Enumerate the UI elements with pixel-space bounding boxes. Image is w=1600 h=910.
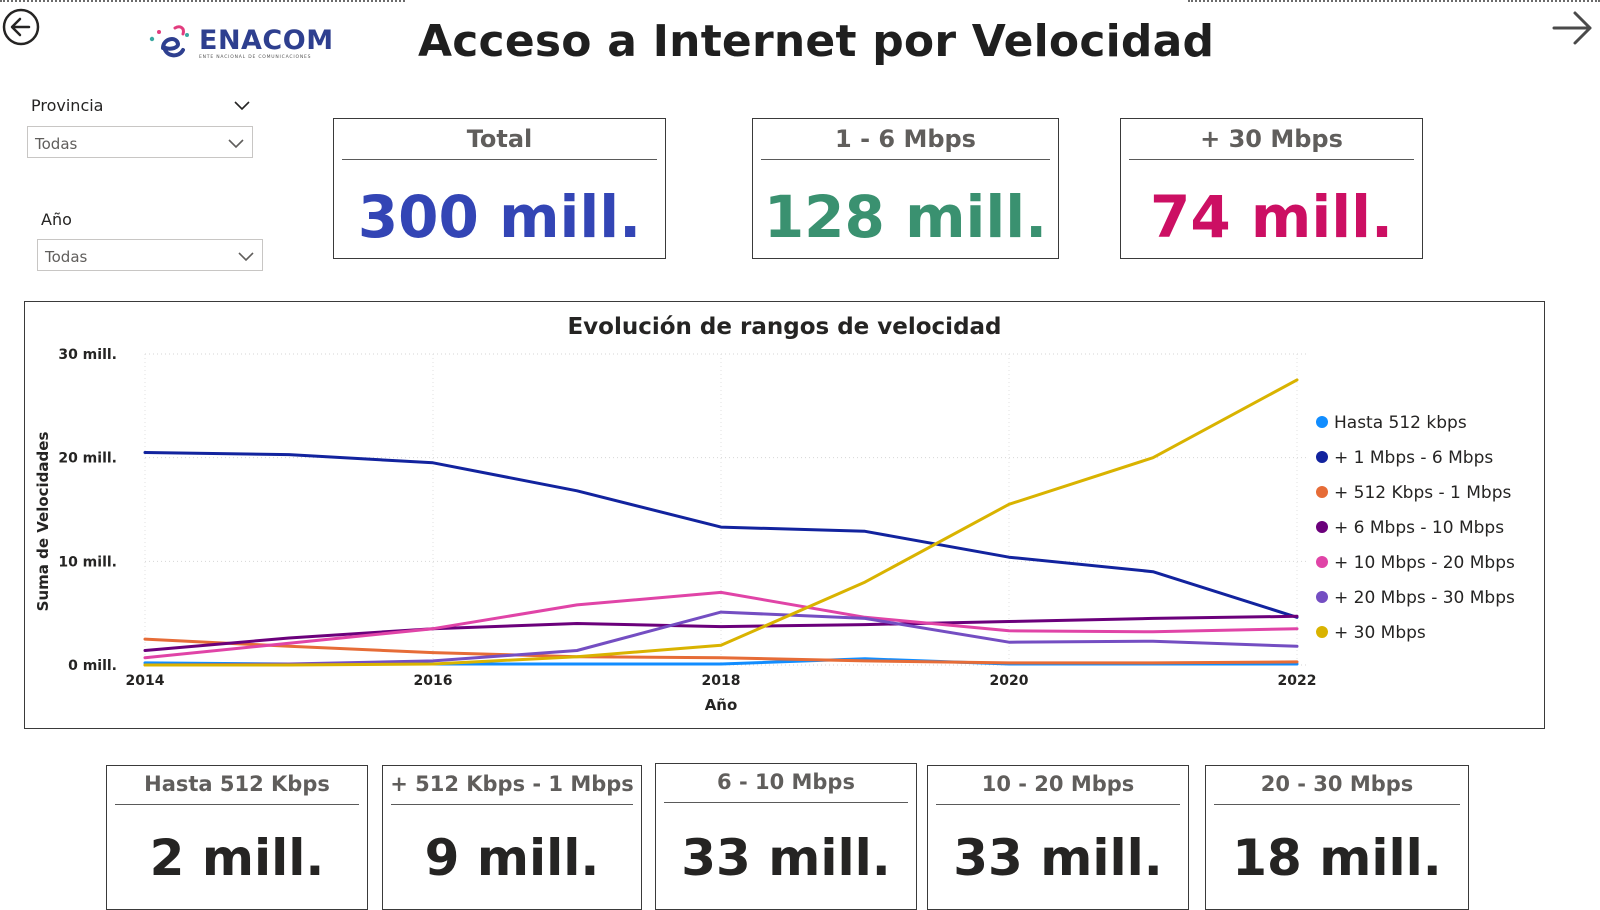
y-tick-label: 20 mill. <box>58 451 117 467</box>
enacom-logo: ENACOM ENTE NACIONAL DE COMUNICACIONES <box>147 22 333 66</box>
x-tick-label: 2018 <box>702 673 741 689</box>
top-frame-line-right <box>1188 0 1600 2</box>
provincia-value: Todas <box>35 135 78 153</box>
legend-label: Hasta 512 kbps <box>1334 413 1467 433</box>
provincia-dropdown[interactable]: Todas <box>27 126 253 158</box>
bottom-card-label: + 512 Kbps - 1 Mbps <box>390 772 634 796</box>
logo-text: ENACOM <box>199 25 334 56</box>
y-axis-title: Suma de Velocidades <box>34 432 52 612</box>
legend-marker <box>1316 521 1328 533</box>
series-line <box>143 614 1299 652</box>
card-divider <box>664 802 908 803</box>
bottom-card-label: 6 - 10 Mbps <box>717 770 855 794</box>
kpi-card-label: + 30 Mbps <box>1200 125 1343 153</box>
series-line <box>143 378 1299 667</box>
kpi-card-total[interactable]: Total 300 mill. <box>333 118 666 259</box>
y-tick-label: 0 mill. <box>68 658 117 674</box>
kpi-card-value: 300 mill. <box>357 183 642 251</box>
anio-value: Todas <box>45 248 88 266</box>
bottom-card-value: 33 mill. <box>681 829 891 887</box>
anio-slicer: Año Todas <box>36 202 264 278</box>
legend-label: + 30 Mbps <box>1334 623 1426 643</box>
page-title: Acceso a Internet por Velocidad <box>418 16 1215 67</box>
x-tick-label: 2020 <box>990 673 1029 689</box>
bottom-card-label: 10 - 20 Mbps <box>981 772 1135 796</box>
legend-label: + 512 Kbps - 1 Mbps <box>1334 483 1511 503</box>
logo-subtext: ENTE NACIONAL DE COMUNICACIONES <box>199 55 312 60</box>
legend-marker <box>1316 556 1328 568</box>
right-arrow-icon <box>1552 11 1592 45</box>
x-tick-label: 2016 <box>414 673 453 689</box>
bottom-card-20-30[interactable]: 20 - 30 Mbps 18 mill. <box>1205 765 1469 910</box>
card-divider <box>1214 804 1460 805</box>
legend-label: + 6 Mbps - 10 Mbps <box>1334 518 1504 538</box>
legend-marker <box>1316 626 1328 638</box>
chevron-down-icon <box>238 252 254 262</box>
card-divider <box>342 159 657 160</box>
series-line <box>143 451 1299 619</box>
legend-marker <box>1316 416 1328 428</box>
bottom-card-value: 9 mill. <box>424 829 600 887</box>
bottom-card-10-20[interactable]: 10 - 20 Mbps 33 mill. <box>927 765 1189 910</box>
speed-range-line-chart[interactable]: Evolución de rangos de velocidad 0 mill.… <box>24 301 1545 729</box>
anio-label: Año <box>41 210 72 229</box>
card-divider <box>391 804 633 805</box>
bottom-card-value: 33 mill. <box>953 829 1163 887</box>
kpi-card-label: Total <box>466 125 533 153</box>
kpi-card-value: 74 mill. <box>1149 183 1394 251</box>
bottom-card-value: 2 mill. <box>149 829 325 887</box>
series-line <box>143 590 1299 660</box>
bottom-card-value: 18 mill. <box>1232 829 1442 887</box>
kpi-card-label: 1 - 6 Mbps <box>835 125 976 153</box>
card-divider <box>936 804 1180 805</box>
enacom-logo-mark <box>149 25 189 58</box>
chevron-down-icon <box>228 139 244 149</box>
legend-marker <box>1316 451 1328 463</box>
x-axis-title: Año <box>705 696 738 714</box>
bottom-card-label: 20 - 30 Mbps <box>1260 772 1414 796</box>
y-tick-label: 10 mill. <box>58 554 117 570</box>
kpi-card-1-6-mbps[interactable]: 1 - 6 Mbps 128 mill. <box>752 118 1059 259</box>
bottom-card-512-1[interactable]: + 512 Kbps - 1 Mbps 9 mill. <box>382 765 642 910</box>
bottom-card-6-10[interactable]: 6 - 10 Mbps 33 mill. <box>655 763 917 910</box>
y-tick-label: 30 mill. <box>58 347 117 363</box>
back-button[interactable] <box>0 6 44 50</box>
bottom-card-hasta-512[interactable]: Hasta 512 Kbps 2 mill. <box>106 765 368 910</box>
legend-label: + 1 Mbps - 6 Mbps <box>1334 448 1493 468</box>
kpi-card-30-mbps[interactable]: + 30 Mbps 74 mill. <box>1120 118 1423 259</box>
back-arrow-circle-icon <box>2 8 40 46</box>
chart-title: Evolución de rangos de velocidad <box>567 314 1002 340</box>
chevron-down-icon <box>234 101 250 111</box>
series-line <box>143 610 1299 667</box>
bottom-card-label: Hasta 512 Kbps <box>144 772 330 796</box>
kpi-card-value: 128 mill. <box>763 183 1048 251</box>
x-tick-label: 2022 <box>1278 673 1317 689</box>
chart-canvas: 0 mill. 10 mill. 20 mill. 30 mill. 2014 2016 2… <box>34 347 1515 714</box>
card-divider <box>1129 159 1414 160</box>
series-line <box>143 637 1299 665</box>
legend-label: + 20 Mbps - 30 Mbps <box>1334 588 1515 608</box>
card-divider <box>761 159 1050 160</box>
card-divider <box>115 804 359 805</box>
top-frame-line-left <box>0 0 405 2</box>
legend-label: + 10 Mbps - 20 Mbps <box>1334 553 1515 573</box>
provincia-slicer: Provincia Todas <box>26 88 254 164</box>
provincia-label: Provincia <box>31 96 104 115</box>
x-tick-label: 2014 <box>126 673 165 689</box>
anio-dropdown[interactable]: Todas <box>37 239 263 271</box>
legend-marker <box>1316 591 1328 603</box>
legend-marker <box>1316 486 1328 498</box>
provincia-header-chevron[interactable] <box>234 96 250 115</box>
next-page-button[interactable] <box>1548 4 1596 52</box>
